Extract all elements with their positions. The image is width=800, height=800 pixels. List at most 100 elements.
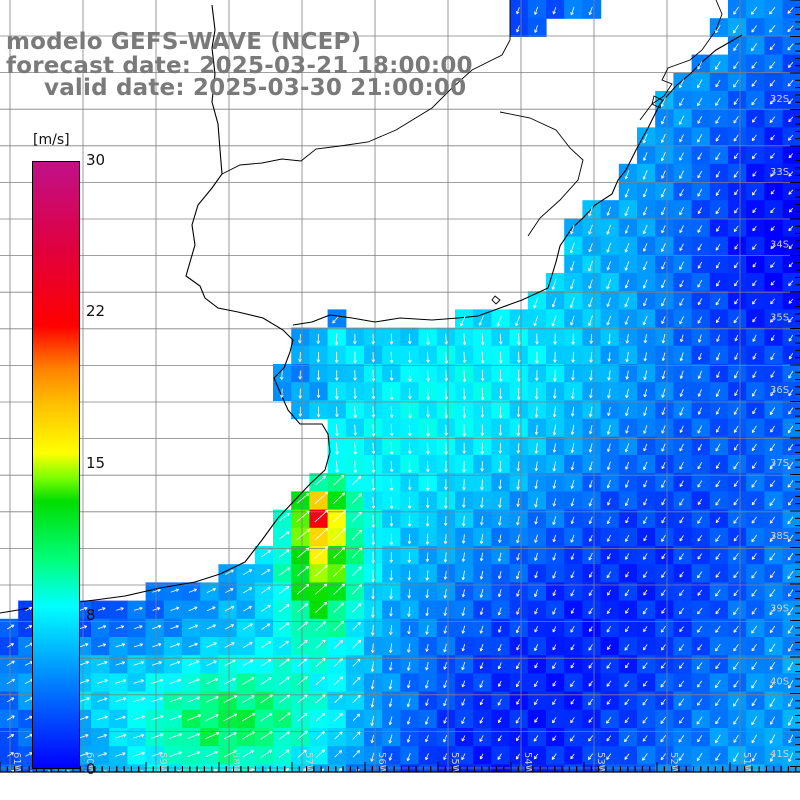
colorbar-tick-22: 22 [86, 302, 106, 320]
wind-arrow [443, 753, 448, 761]
wind-arrow [697, 498, 703, 505]
wind-arrow [353, 388, 357, 400]
wind-arrow [570, 6, 575, 16]
wind-arrow [570, 224, 575, 235]
wind-arrow [752, 298, 757, 305]
wind-arrow [643, 626, 648, 633]
wind-arrow [516, 570, 520, 580]
forecast-date: forecast date: 2025-03-21 18:00:00 [6, 53, 473, 79]
wind-arrow [679, 571, 684, 578]
wind-arrow [297, 603, 309, 613]
wind-cell [728, 382, 747, 401]
wind-arrow [769, 643, 776, 653]
wind-arrow [697, 625, 703, 633]
wind-arrow [787, 534, 794, 543]
wind-arrow [733, 661, 739, 670]
wind-arrow [96, 679, 108, 684]
wind-arrow [715, 625, 721, 633]
wind-arrow [353, 406, 358, 419]
wind-arrow [589, 351, 593, 363]
wind-arrow [224, 605, 235, 612]
wind-arrow [751, 643, 757, 652]
wind-arrow [643, 553, 648, 560]
wind-arrow [443, 680, 447, 688]
wind-cell [218, 746, 238, 765]
wind-arrow [643, 352, 648, 362]
wind-arrow [534, 644, 539, 652]
wind-cell [746, 455, 765, 474]
wind-arrow [187, 678, 200, 685]
wind-arrow [242, 641, 253, 649]
wind-arrow [643, 370, 648, 380]
wind-arrow [751, 698, 757, 707]
wind-cell [273, 709, 292, 729]
wind-arrow [444, 479, 448, 490]
wind-arrow [770, 189, 775, 195]
wind-arrow [315, 731, 325, 740]
wind-arrow [278, 676, 290, 686]
wind-arrow [332, 509, 347, 523]
wind-arrow [642, 279, 648, 289]
wind-arrow [316, 388, 321, 398]
wind-arrow [316, 351, 321, 363]
wind-arrow [624, 261, 630, 271]
wind-arrow [625, 461, 630, 470]
wind-cell [345, 600, 365, 620]
wind-cell [491, 618, 511, 638]
wind-arrow [625, 662, 630, 669]
wind-arrow [223, 732, 237, 740]
wind-arrow [697, 225, 703, 233]
wind-arrow [480, 497, 484, 508]
wind-cell [764, 145, 784, 165]
wind-arrow [734, 152, 739, 160]
wind-arrow [770, 480, 776, 488]
wind-arrow [552, 552, 557, 561]
wind-arrow [733, 552, 739, 561]
wind-cell [527, 309, 547, 329]
wind-arrow [370, 698, 375, 708]
wind-arrow [679, 461, 684, 470]
wind-arrow [770, 316, 776, 323]
wind-arrow [752, 389, 757, 397]
wind-cell [109, 673, 128, 693]
wind-arrow [515, 625, 520, 634]
wind-arrow [479, 680, 484, 688]
wind-arrow [625, 626, 630, 633]
wind-arrow [697, 407, 702, 415]
wind-arrow [425, 753, 429, 761]
wind-arrow [642, 716, 648, 724]
wind-arrow [224, 624, 235, 630]
wind-arrow [461, 643, 466, 652]
wind-cell [455, 746, 474, 765]
wind-cell [0, 691, 19, 711]
wind-arrow [534, 717, 539, 723]
wind-arrow [134, 625, 143, 629]
wind-arrow [570, 516, 575, 525]
wind-arrow [297, 694, 308, 704]
wind-arrow [279, 622, 290, 631]
wind-arrow [679, 261, 684, 270]
wind-arrow [588, 206, 593, 217]
wind-arrow [133, 697, 145, 703]
wind-arrow [624, 315, 630, 325]
wind-cell [600, 600, 620, 620]
wind-arrow [643, 680, 648, 687]
wind-arrow [371, 333, 375, 345]
wind-arrow [443, 734, 448, 743]
wind-cell [709, 327, 729, 347]
wind-arrow [733, 461, 739, 470]
wind-arrow [769, 534, 776, 542]
wind-arrow [115, 697, 127, 703]
wind-arrow [389, 370, 394, 381]
wind-arrow [678, 644, 685, 652]
wind-arrow [697, 534, 703, 542]
wind-arrow [534, 607, 538, 615]
wind-arrow [169, 715, 182, 721]
wind-arrow [443, 534, 448, 545]
wind-arrow [552, 6, 557, 15]
wind-cell [764, 436, 784, 456]
wind-arrow [6, 660, 15, 666]
wind-arrow [388, 679, 393, 690]
wind-arrow [425, 588, 430, 599]
wind-arrow [296, 584, 310, 595]
